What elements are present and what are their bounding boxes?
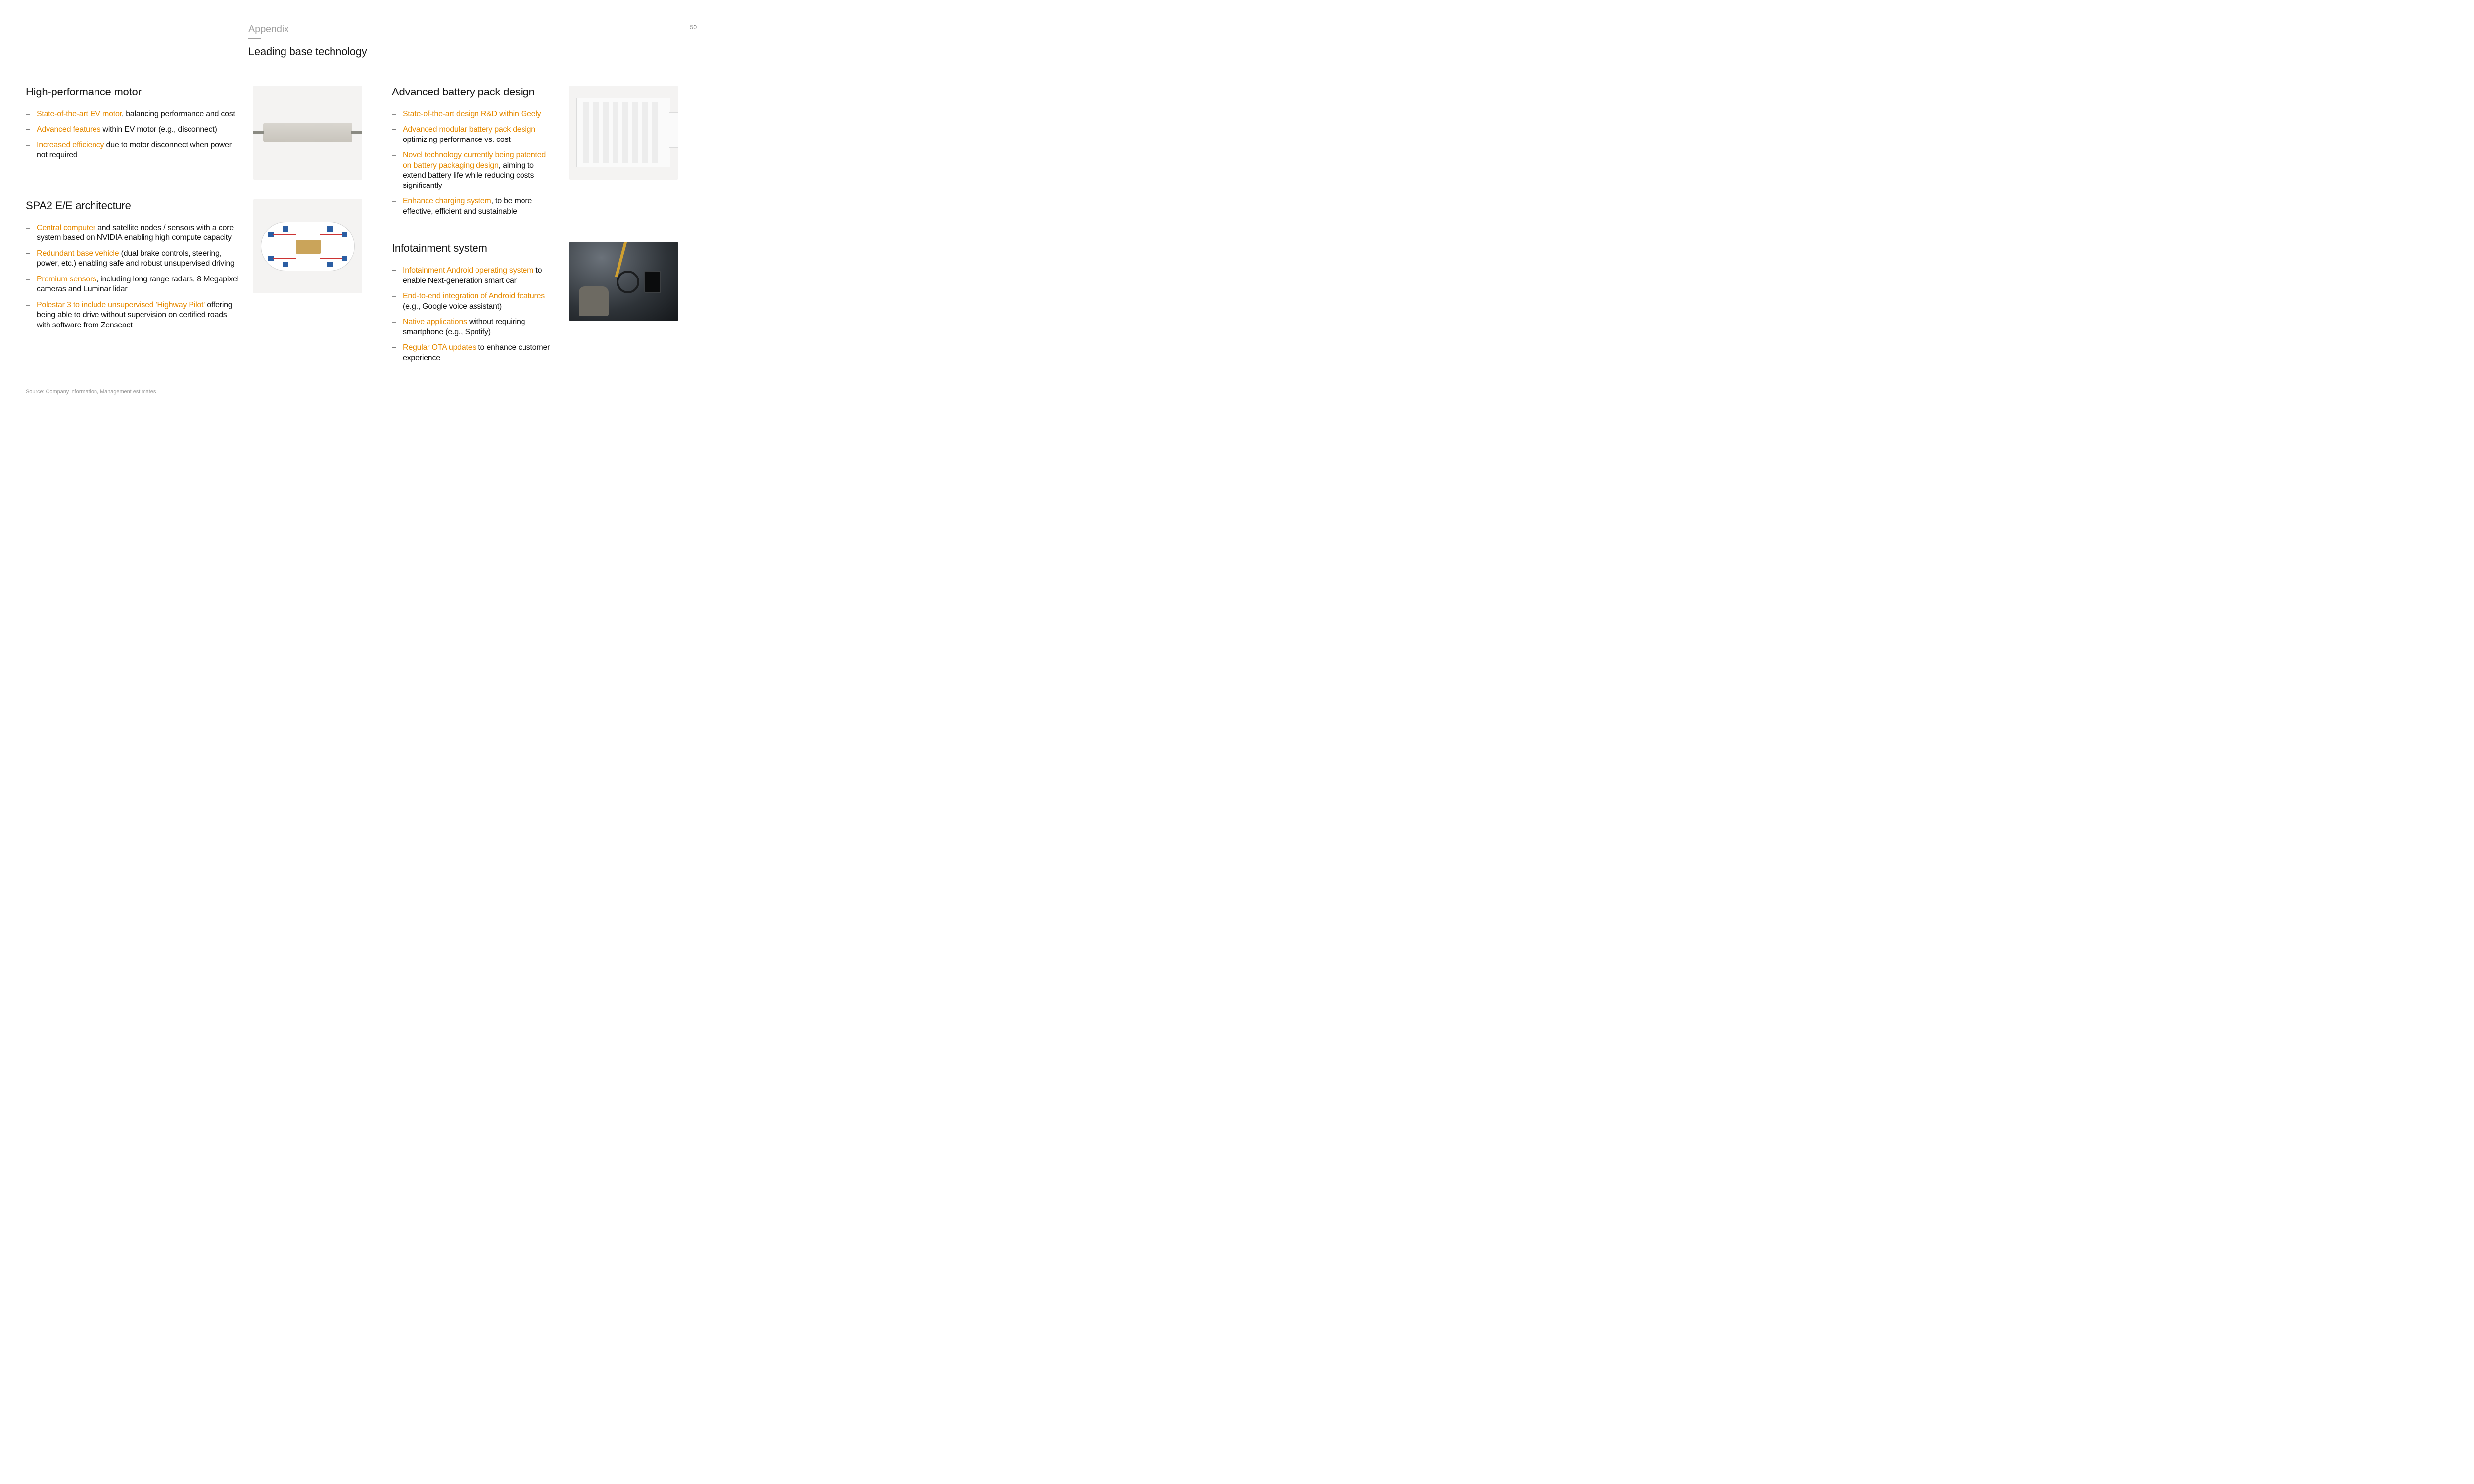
highlight-text: Native applications	[403, 318, 467, 326]
section-heading: High-performance motor	[26, 86, 239, 98]
architecture-diagram-icon	[261, 222, 355, 271]
body-text: (e.g., Google voice assistant)	[403, 302, 502, 311]
battery-image	[569, 86, 678, 180]
architecture-image	[253, 199, 362, 293]
highlight-text: Increased efficiency	[37, 141, 104, 149]
section-battery: Advanced battery pack design State-of-th…	[392, 86, 694, 222]
list-item: Redundant base vehicle (dual brake contr…	[26, 249, 239, 269]
list-item: Regular OTA updates to enhance customer …	[392, 343, 555, 363]
battery-shape-icon	[576, 98, 670, 167]
slide-title: Leading base technology	[248, 46, 698, 58]
highlight-text: State-of-the-art design R&D within Geely	[403, 110, 541, 118]
section-architecture-text: SPA2 E/E architecture Central computer a…	[26, 199, 239, 336]
highlight-text: Central computer	[37, 224, 95, 232]
slide-header: Appendix Leading base technology	[248, 24, 698, 58]
motor-shape-icon	[263, 123, 352, 142]
right-column: Advanced battery pack design State-of-th…	[392, 86, 694, 369]
bullet-list: Infotainment Android operating system to…	[392, 266, 555, 363]
highlight-text: Advanced modular battery pack design	[403, 125, 535, 134]
source-note: Source: Company information, Management …	[26, 389, 156, 395]
highlight-text: Infotainment Android operating system	[403, 266, 533, 275]
list-item: State-of-the-art design R&D within Geely	[392, 109, 555, 119]
highlight-text: Premium sensors	[37, 275, 96, 283]
list-item: Infotainment Android operating system to…	[392, 266, 555, 286]
motor-image	[253, 86, 362, 180]
section-architecture: SPA2 E/E architecture Central computer a…	[26, 199, 362, 336]
highlight-text: Enhance charging system	[403, 197, 491, 205]
highlight-text: Advanced features	[37, 125, 100, 134]
list-item: Native applications without requiring sm…	[392, 317, 555, 337]
list-item: Novel technology currently being patente…	[392, 150, 555, 191]
list-item: Premium sensors, including long range ra…	[26, 275, 239, 295]
list-item: End-to-end integration of Android featur…	[392, 291, 555, 312]
bullet-list: State-of-the-art design R&D within Geely…	[392, 109, 555, 217]
list-item: Increased efficiency due to motor discon…	[26, 140, 239, 161]
body-text: optimizing performance vs. cost	[403, 136, 511, 144]
bullet-list: State-of-the-art EV motor, balancing per…	[26, 109, 239, 161]
content-columns: High-performance motor State-of-the-art …	[26, 86, 698, 369]
bullet-list: Central computer and satellite nodes / s…	[26, 223, 239, 330]
body-text: within EV motor (e.g., disconnect)	[100, 125, 217, 134]
highlight-text: Regular OTA updates	[403, 343, 476, 352]
section-battery-text: Advanced battery pack design State-of-th…	[392, 86, 555, 222]
section-heading: Infotainment system	[392, 242, 555, 255]
highlight-text: State-of-the-art EV motor	[37, 110, 122, 118]
section-motor: High-performance motor State-of-the-art …	[26, 86, 362, 180]
highlight-text: Redundant base vehicle	[37, 249, 119, 258]
list-item: Polestar 3 to include unsupervised 'High…	[26, 300, 239, 330]
highlight-text: End-to-end integration of Android featur…	[403, 292, 545, 300]
infotainment-image	[569, 242, 678, 321]
list-item: Central computer and satellite nodes / s…	[26, 223, 239, 243]
section-heading: Advanced battery pack design	[392, 86, 555, 98]
slide: 50 Appendix Leading base technology High…	[0, 0, 723, 407]
highlight-text: Polestar 3 to include unsupervised 'High…	[37, 301, 205, 309]
eyebrow-label: Appendix	[248, 24, 698, 35]
interior-photo-icon	[569, 242, 678, 321]
list-item: Advanced features within EV motor (e.g.,…	[26, 125, 239, 135]
section-infotainment: Infotainment system Infotainment Android…	[392, 242, 694, 369]
left-column: High-performance motor State-of-the-art …	[26, 86, 362, 369]
section-infotainment-text: Infotainment system Infotainment Android…	[392, 242, 555, 369]
body-text: , balancing performance and cost	[122, 110, 235, 118]
section-motor-text: High-performance motor State-of-the-art …	[26, 86, 239, 166]
list-item: Advanced modular battery pack design opt…	[392, 125, 555, 145]
list-item: Enhance charging system, to be more effe…	[392, 196, 555, 217]
eyebrow-rule	[248, 38, 261, 39]
list-item: State-of-the-art EV motor, balancing per…	[26, 109, 239, 119]
section-heading: SPA2 E/E architecture	[26, 199, 239, 212]
page-number: 50	[690, 24, 697, 31]
